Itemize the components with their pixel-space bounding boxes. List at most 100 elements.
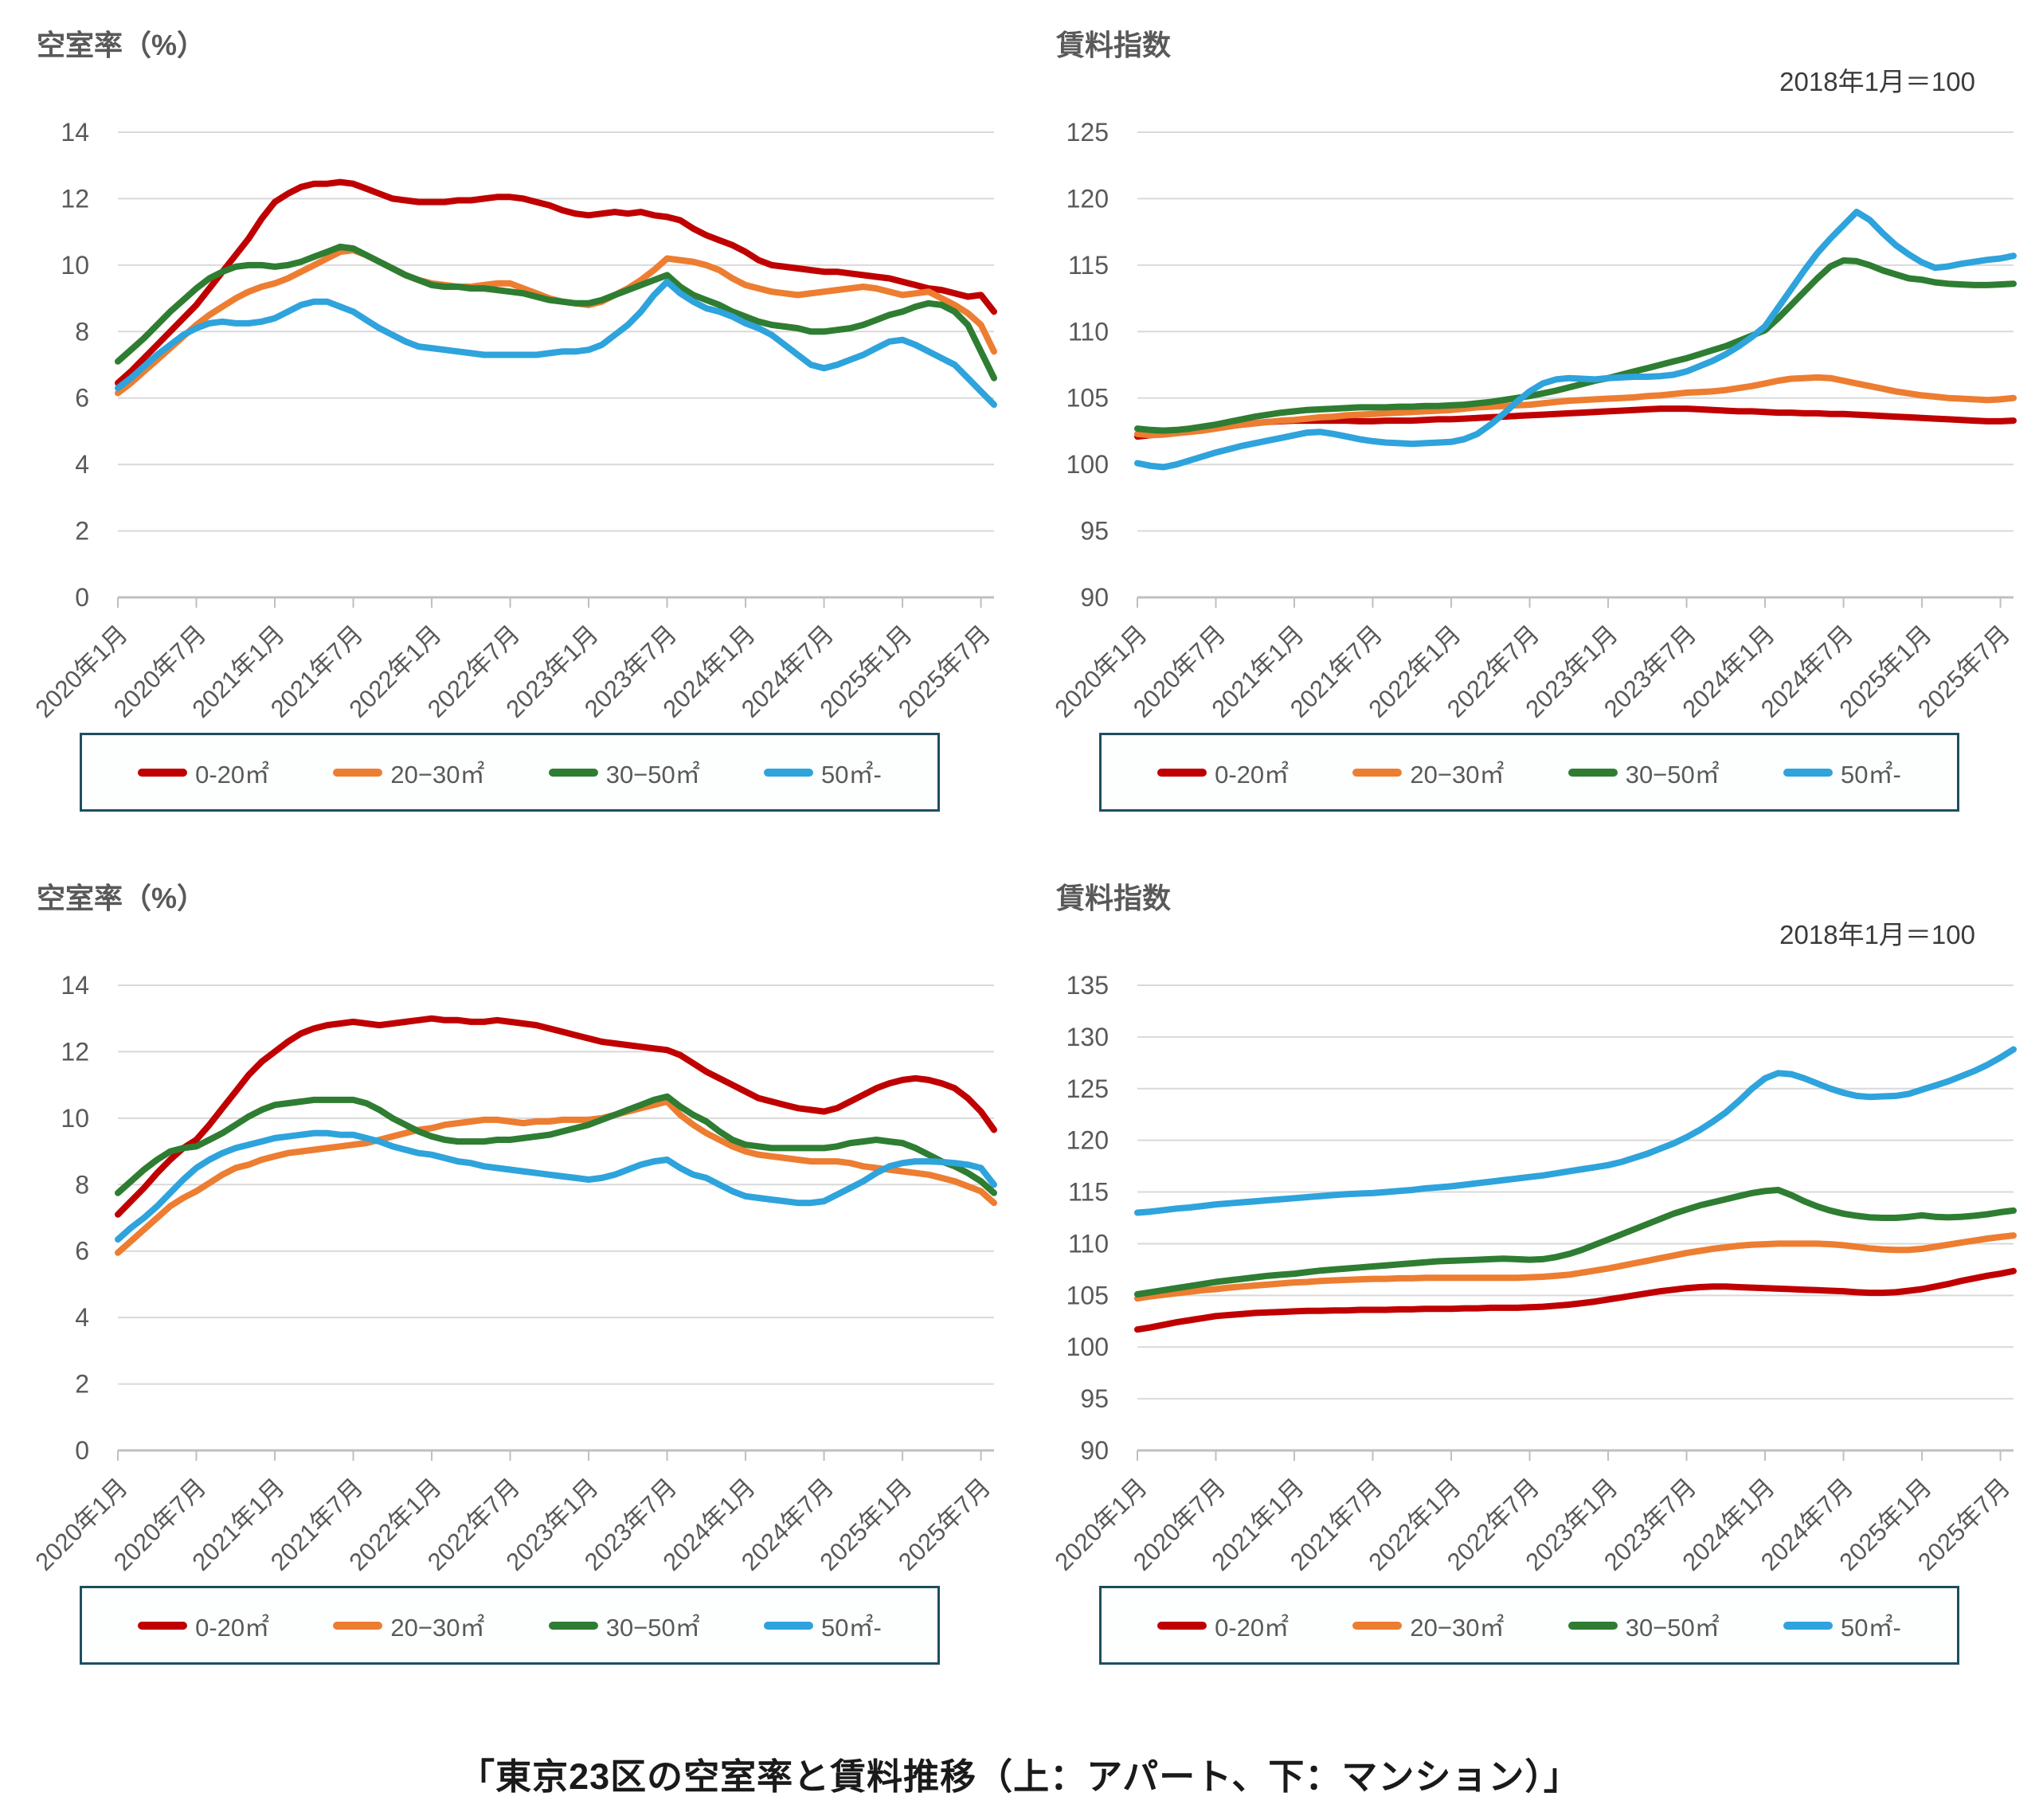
- y-axis-label: 14: [61, 971, 89, 1000]
- chart-title: 空室率（%）: [37, 882, 206, 914]
- chart-legend: 0-20㎡ 20−30㎡ 30−50㎡ 50㎡-: [1099, 1586, 1959, 1665]
- legend-label: 30−50㎡: [605, 1614, 700, 1642]
- legend-label: 0-20㎡: [195, 1614, 270, 1642]
- legend-swatch-20-30sqm: [333, 1621, 383, 1630]
- legend-item-0-20sqm: 0-20㎡: [138, 1607, 269, 1643]
- legend-label: 30−50㎡: [1625, 761, 1720, 789]
- legend-label: 20−30㎡: [1410, 761, 1505, 789]
- legend-label: 50㎡-: [1841, 1614, 1901, 1642]
- y-axis-label: 0: [75, 1436, 89, 1465]
- plot-area: 90 95 100 105 110 115 120 125 130 135 2020年1月 2020年…: [1020, 955, 2039, 1592]
- page-caption: 「東京23区の空室率と賃料推移（上：アパート、下：マンション）」: [459, 1756, 1580, 1797]
- series-line-20-30sqm: [1134, 1232, 2017, 1302]
- y-axis-label: 90: [1080, 583, 1109, 612]
- legend-row: 0-20㎡ 20−30㎡ 30−50㎡ 50㎡-: [0, 733, 1020, 812]
- chart-apartment-vacancy: 空室率（%） 0 2 4 6 8 10 12 14 2020年1月 2020年7月 2021年1月 2…: [0, 14, 1020, 812]
- legend-row: 0-20㎡ 20−30㎡ 30−50㎡ 50㎡-: [1020, 1586, 2039, 1665]
- condo-rent-index-plot: 90951001051101151201251301352020年1月2020年…: [1049, 971, 2017, 1576]
- y-axis-label: 135: [1066, 971, 1109, 1000]
- y-axis-label: 95: [1080, 1384, 1109, 1413]
- chart-condo-vacancy: 空室率（%） 0 2 4 6 8 10 12 14 2020年1月 2020年7月 2021年1月 2…: [0, 867, 1020, 1665]
- legend-label: 20−30㎡: [390, 1614, 485, 1642]
- y-axis-label: 125: [1066, 118, 1109, 147]
- y-axis-label: 4: [75, 1303, 89, 1332]
- legend-item-0-20sqm: 0-20㎡: [1157, 754, 1289, 790]
- y-axis-label: 90: [1080, 1436, 1109, 1465]
- chart-legend: 0-20㎡ 20−30㎡ 30−50㎡ 50㎡-: [1099, 733, 1959, 812]
- y-axis-label: 110: [1068, 1229, 1109, 1258]
- y-axis-label: 12: [61, 1037, 89, 1066]
- chart-subtitle: [0, 61, 1020, 102]
- legend-label: 30−50㎡: [1625, 1614, 1720, 1642]
- caption-row: 「東京23区の空室率と賃料推移（上：アパート、下：マンション）」: [0, 1720, 2039, 1820]
- series-line-30-50sqm: [1134, 257, 2017, 434]
- legend-item-0-20sqm: 0-20㎡: [138, 754, 269, 790]
- y-axis-label: 125: [1066, 1074, 1109, 1103]
- legend-label: 50㎡-: [1841, 761, 1901, 789]
- y-axis-label: 120: [1066, 1126, 1109, 1155]
- legend-item-20-30sqm: 20−30㎡: [1352, 1607, 1504, 1643]
- y-axis-label: 130: [1066, 1023, 1109, 1051]
- legend-item-30-50sqm: 30−50㎡: [548, 1607, 700, 1643]
- y-axis-label: 100: [1066, 450, 1109, 479]
- legend-swatch-50sqm: [1783, 768, 1834, 777]
- legend-item-0-20sqm: 0-20㎡: [1157, 1607, 1289, 1643]
- legend-item-50sqm: 50㎡-: [764, 1607, 882, 1643]
- series-line-30-50sqm: [1134, 1187, 2017, 1297]
- legend-label: 0-20㎡: [195, 761, 270, 789]
- chart-subtitle: [0, 914, 1020, 955]
- y-axis-label: 6: [75, 384, 89, 413]
- series-line-50sqm: [115, 1129, 997, 1243]
- legend-swatch-0-20sqm: [1157, 1621, 1207, 1630]
- legend-item-30-50sqm: 30−50㎡: [548, 754, 700, 790]
- series-line-30-50sqm: [115, 243, 997, 382]
- y-axis-label: 8: [75, 317, 89, 346]
- legend-swatch-20-30sqm: [333, 768, 383, 777]
- y-axis-label: 12: [61, 184, 89, 213]
- legend-swatch-50sqm: [1783, 1621, 1834, 1630]
- legend-item-50sqm: 50㎡-: [1783, 754, 1901, 790]
- chart-subtitle: 2018年1月＝100: [1779, 67, 1975, 96]
- legend-row: 0-20㎡ 20−30㎡ 30−50㎡ 50㎡-: [0, 1586, 1020, 1665]
- legend-swatch-0-20sqm: [138, 1621, 188, 1630]
- y-axis-label: 14: [61, 118, 89, 147]
- series-line-50sqm: [1134, 1046, 2017, 1216]
- y-axis-label: 4: [75, 450, 89, 479]
- legend-row: 0-20㎡ 20−30㎡ 30−50㎡ 50㎡-: [1020, 733, 2039, 812]
- y-axis-label: 10: [61, 251, 89, 280]
- legend-item-50sqm: 50㎡-: [764, 754, 882, 790]
- chart-condo-rent-index: 賃料指数 2018年1月＝100 90 95 100 105 110 115 120 125 1…: [1020, 867, 2039, 1665]
- chart-apartment-rent-index: 賃料指数 2018年1月＝100 90 95 100 105 110 115 120 125 2…: [1020, 14, 2039, 812]
- y-axis-label: 2: [75, 1370, 89, 1399]
- series-line-20-30sqm: [1134, 374, 2017, 439]
- series-line-0-20sqm: [115, 1015, 997, 1218]
- legend-label: 0-20㎡: [1215, 1614, 1290, 1642]
- chart-title: 賃料指数: [1056, 882, 1172, 914]
- series-line-0-20sqm: [115, 178, 997, 386]
- y-axis-label: 100: [1066, 1333, 1109, 1361]
- condo-vacancy-plot: 024681012142020年1月2020年7月2021年1月2021年7月2…: [29, 971, 997, 1576]
- apartment-vacancy-plot: 024681012142020年1月2020年7月2021年1月2021年7月2…: [29, 118, 997, 723]
- legend-swatch-30-50sqm: [548, 768, 598, 777]
- legend-swatch-20-30sqm: [1352, 768, 1403, 777]
- legend-item-20-30sqm: 20−30㎡: [333, 1607, 484, 1643]
- y-axis-label: 105: [1066, 384, 1109, 413]
- legend-item-20-30sqm: 20−30㎡: [1352, 754, 1504, 790]
- series-line-20-30sqm: [115, 1098, 997, 1256]
- legend-item-30-50sqm: 30−50㎡: [1567, 754, 1720, 790]
- legend-label: 30−50㎡: [605, 761, 700, 789]
- legend-swatch-30-50sqm: [1567, 1621, 1618, 1630]
- legend-label: 50㎡-: [821, 1614, 882, 1642]
- legend-swatch-20-30sqm: [1352, 1621, 1403, 1630]
- y-axis-label: 10: [61, 1104, 89, 1133]
- chart-title: 空室率（%）: [37, 29, 206, 61]
- legend-swatch-50sqm: [764, 768, 814, 777]
- legend-label: 20−30㎡: [1410, 1614, 1505, 1642]
- y-axis-label: 8: [75, 1170, 89, 1199]
- y-axis-label: 105: [1066, 1281, 1109, 1309]
- y-axis-label: 120: [1066, 184, 1109, 213]
- legend-swatch-50sqm: [764, 1621, 814, 1630]
- y-axis-label: 2: [75, 517, 89, 546]
- plot-area: 0 2 4 6 8 10 12 14 2020年1月 2020年7月 2021年1月 2021年7月 2…: [0, 102, 1020, 739]
- chart-legend: 0-20㎡ 20−30㎡ 30−50㎡ 50㎡-: [80, 733, 940, 812]
